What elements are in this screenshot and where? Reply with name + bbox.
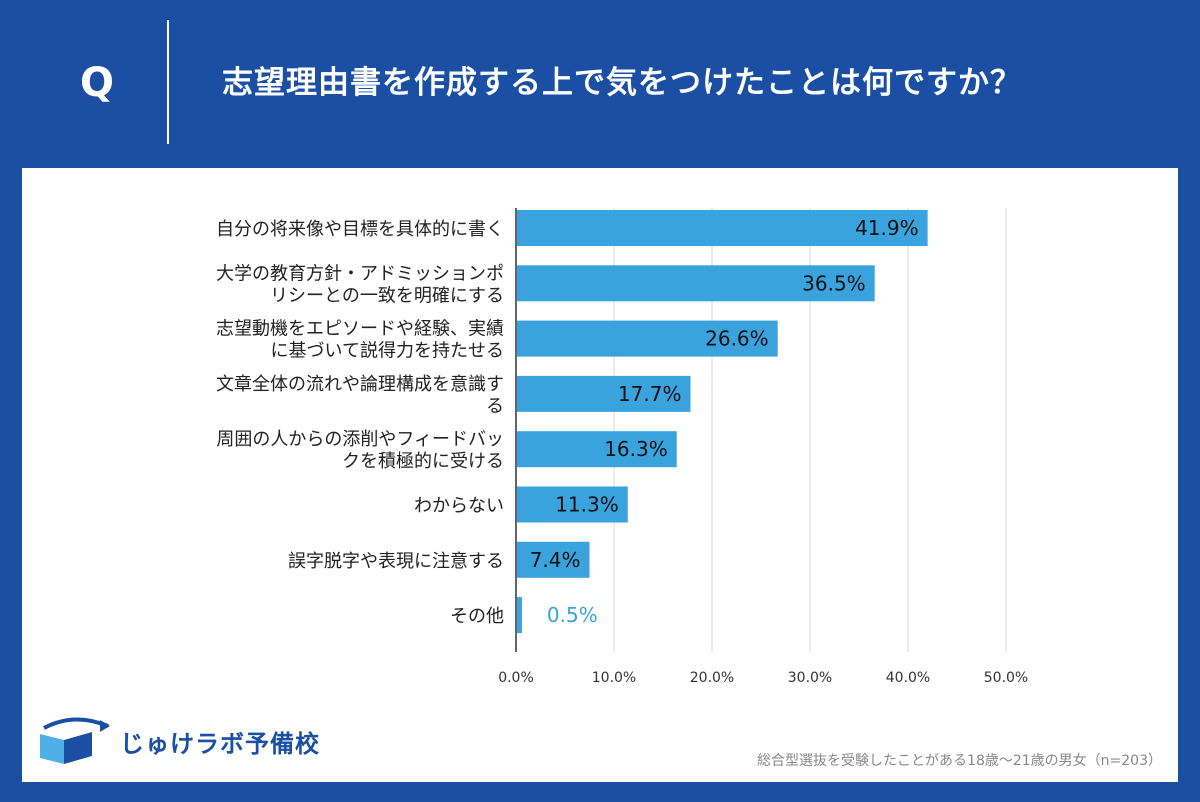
logo-text: じゅけラボ予備校 — [120, 730, 320, 758]
q-mark: Q — [79, 60, 114, 106]
data-label: 36.5% — [802, 271, 866, 295]
category-label: 志望動機をエピソードや経験、実績 — [216, 319, 504, 340]
category-label: 自分の将来像や目標を具体的に書く — [216, 219, 504, 240]
data-label: 16.3% — [604, 437, 668, 461]
category-label: 誤字脱字や表現に注意する — [288, 551, 504, 572]
category-label: 大学の教育方針・アドミッションポ — [216, 263, 504, 284]
category-label: リシーとの一致を明確にする — [270, 285, 504, 306]
bar-chart: 0.0% 10.0% 20.0% 30.0% 40.0% 50.0% 自分の将来像や目標を具… — [216, 208, 1028, 686]
x-tick-label: 10.0% — [592, 670, 636, 686]
x-tick-label: 50.0% — [984, 670, 1028, 686]
data-label: 17.7% — [618, 382, 682, 406]
bar — [517, 210, 928, 246]
header-divider — [167, 20, 169, 144]
question-header: Q 志望理由書を作成する上で気をつけたことは何ですか？ — [0, 0, 1200, 168]
bar — [517, 375, 691, 412]
book-logo-icon — [40, 717, 110, 764]
sample-note: 総合型選抜を受験したことがある18歳～21歳の男女（n=203） — [757, 753, 1162, 769]
bar — [517, 320, 778, 357]
data-label: 11.3% — [555, 493, 619, 517]
data-label: 7.4% — [530, 548, 581, 572]
x-tick-label: 40.0% — [886, 670, 930, 686]
bar — [517, 265, 875, 302]
category-label: 文章全体の流れや論理構成を意識す — [216, 374, 504, 395]
data-label: 0.5% — [547, 603, 598, 627]
bar — [517, 541, 590, 578]
logo: じゅけラボ予備校 — [34, 716, 334, 768]
data-label: 26.6% — [705, 327, 769, 351]
bar — [517, 597, 522, 634]
category-label: に基づいて説得力を持たせる — [271, 341, 504, 362]
data-label: 41.9% — [855, 216, 919, 240]
bar — [517, 486, 628, 523]
category-label: クを積極的に受ける — [342, 451, 504, 472]
question-text: 志望理由書を作成する上で気をつけたことは何ですか？ — [222, 65, 1022, 101]
x-tick-label: 30.0% — [788, 670, 832, 686]
chart-panel: 0.0% 10.0% 20.0% 30.0% 40.0% 50.0% 自分の将来像や目標を具… — [22, 168, 1178, 782]
category-label: わからない — [414, 496, 504, 517]
bar — [517, 431, 677, 468]
category-label: その他 — [450, 606, 504, 627]
category-label: 周囲の人からの添削やフィードバッ — [216, 429, 504, 450]
category-label: る — [486, 396, 504, 417]
x-tick-label: 20.0% — [690, 670, 734, 686]
x-tick-label: 0.0% — [498, 670, 534, 686]
